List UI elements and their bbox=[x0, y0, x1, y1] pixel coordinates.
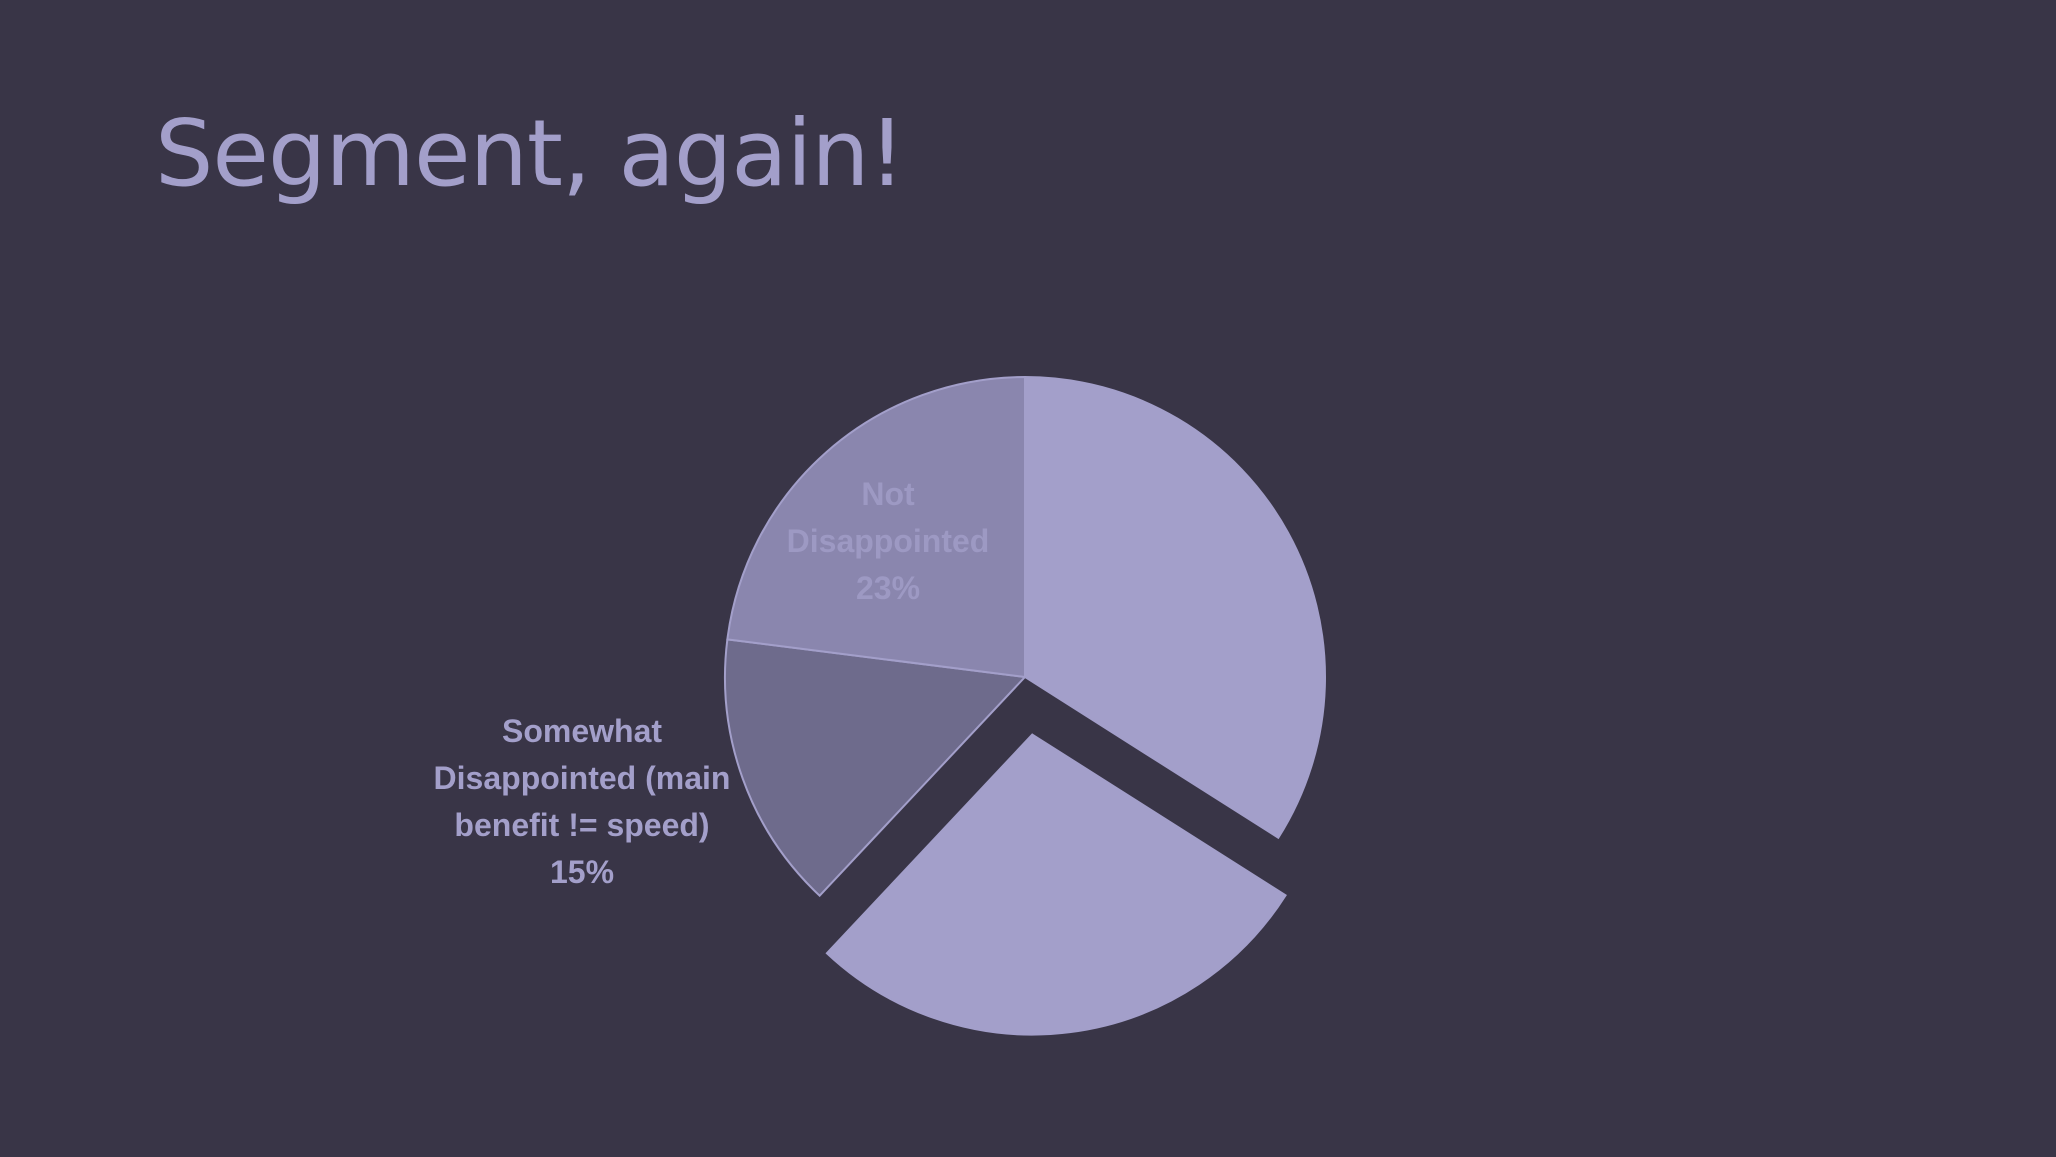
slice-label-line: Disappointed (main bbox=[434, 760, 731, 796]
slice-label-3: Somewhat Disappointed (main benefit != spe… bbox=[434, 713, 731, 890]
slice-label-4: Not Disappointed 23% bbox=[787, 476, 990, 606]
slide-title: Segment, again! bbox=[155, 100, 905, 207]
pie-slice-4 bbox=[726, 375, 1026, 679]
slice-label-line: Disappointed bbox=[787, 523, 990, 559]
slice-label-line: benefit != speed) bbox=[454, 807, 709, 843]
slice-label-line: 23% bbox=[856, 570, 920, 606]
slice-label-line: Not bbox=[861, 476, 915, 512]
pie-slice-2 bbox=[825, 733, 1287, 1036]
pie-labels: Somewhat Disappointed (main benefit != spe… bbox=[434, 476, 990, 890]
slice-label-line: 15% bbox=[550, 854, 614, 890]
pie-slices bbox=[724, 375, 1326, 1036]
slice-label-line: Somewhat bbox=[502, 713, 662, 749]
pie-slice-1 bbox=[1024, 375, 1326, 840]
pie-slice-3 bbox=[724, 638, 1028, 898]
